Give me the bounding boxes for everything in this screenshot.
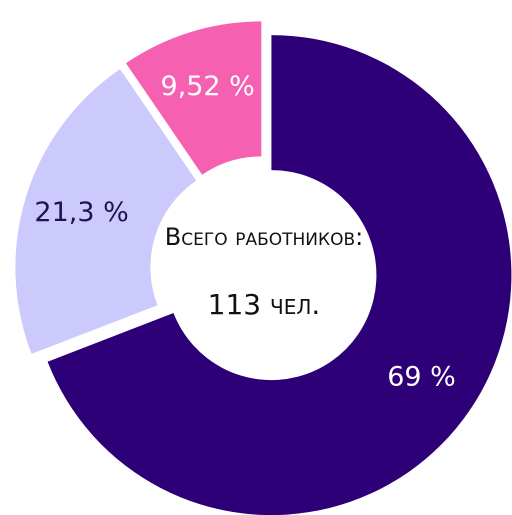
donut-slice [125,21,262,175]
value-label: 9,52 % [160,71,254,102]
value-label: 21,3 % [34,197,128,228]
center-text: Всего работников: [165,223,363,251]
donut-slice [47,35,512,515]
center-text: 113 чел. [208,288,321,321]
donut-slice [15,69,197,354]
value-label: 69 % [387,361,456,392]
